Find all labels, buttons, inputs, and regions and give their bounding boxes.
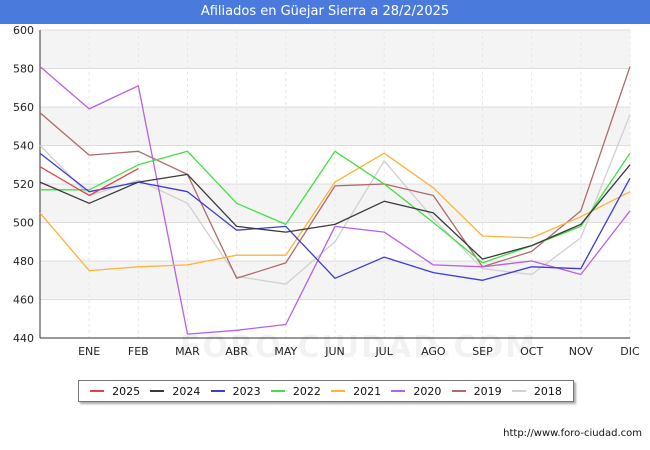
legend-label: 2020 <box>413 384 442 398</box>
legend-swatch <box>331 390 346 392</box>
source-credit: http://www.foro-ciudad.com <box>503 428 642 439</box>
watermark: FORO-CIUDAD.COM <box>180 330 537 365</box>
series-line-2020 <box>39 66 631 335</box>
legend-item-2024: 2024 <box>150 385 200 398</box>
legend-item-2018: 2018 <box>511 384 562 398</box>
legend-item-2019: 2019 <box>451 384 502 398</box>
y-tick-label: 560 <box>13 101 34 114</box>
legend-swatch <box>511 390 526 392</box>
axes <box>39 30 630 339</box>
x-tick-label: AGO <box>421 345 446 358</box>
y-tick-labels: 440 460 480 500 520 540 560 580 600 <box>13 24 34 345</box>
y-tick-label: 480 <box>13 255 34 268</box>
legend-label: 2022 <box>292 384 321 398</box>
series-line-2025 <box>39 166 139 197</box>
legend-item-2022: 2022 <box>270 384 321 398</box>
y-tick-label: 600 <box>13 24 34 37</box>
y-tick-label: 500 <box>13 217 34 230</box>
x-tick-label: ENE <box>78 345 100 358</box>
x-tick-label: JUN <box>324 345 345 358</box>
x-tick-label: DIC <box>620 345 640 358</box>
legend-swatch <box>210 390 225 392</box>
x-tick-label: MAR <box>175 345 200 358</box>
x-tick-label: OCT <box>520 345 543 358</box>
legend-item-2020: 2020 <box>391 385 441 398</box>
x-tick-label: JUL <box>374 345 393 358</box>
legend-item-2021: 2021 <box>331 385 381 398</box>
x-tick-label: MAY <box>274 345 297 358</box>
series-lines <box>39 66 631 335</box>
x-tick-label: NOV <box>569 345 594 358</box>
legend-swatch <box>270 390 285 392</box>
legend-item-2025: 2025 <box>90 385 140 398</box>
y-tick-label: 540 <box>13 140 34 153</box>
x-tick-label: FEB <box>128 345 149 358</box>
legend-label: 2024 <box>172 384 201 398</box>
y-tick-label: 440 <box>13 332 34 345</box>
legend-swatch <box>391 390 406 392</box>
legend-label: 2019 <box>473 384 502 398</box>
series-line-2021 <box>39 152 631 272</box>
series-line-2024 <box>39 164 631 260</box>
legend-label: 2018 <box>533 384 562 398</box>
legend-label: 2025 <box>112 384 141 398</box>
legend-label: 2021 <box>353 384 382 398</box>
legend: 2025 2024 2023 2022 2021 2020 2019 2018 <box>78 380 574 402</box>
legend-swatch <box>451 390 466 392</box>
chart-title: Afiliados en Güejar Sierra a 28/2/2025 <box>0 0 650 24</box>
legend-swatch <box>90 390 105 392</box>
legend-swatch <box>150 390 165 392</box>
legend-label: 2023 <box>232 384 261 398</box>
x-tick-label: ABR <box>225 345 248 358</box>
y-tick-label: 520 <box>13 178 34 191</box>
x-tick-label: SEP <box>472 345 493 358</box>
series-line-2019 <box>39 66 631 279</box>
series-line-2018 <box>39 114 631 285</box>
y-tick-label: 580 <box>13 63 34 76</box>
legend-item-2023: 2023 <box>210 384 261 398</box>
x-tick-labels: ENE FEB MAR ABR MAY JUN JUL AGO SEP OCT NOV DIC <box>78 345 640 358</box>
y-tick-label: 460 <box>13 294 34 307</box>
